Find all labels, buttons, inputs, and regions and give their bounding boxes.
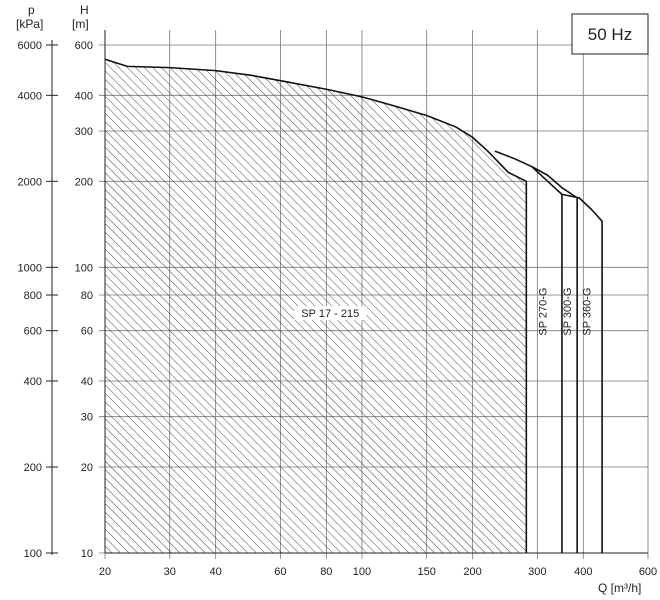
pressure-axis-letter: p [28, 3, 35, 17]
series-curve-1 [494, 150, 563, 553]
head-tick-label: 40 [81, 376, 93, 388]
head-tick-label: 300 [75, 126, 93, 138]
pressure-tick-label: 200 [24, 462, 42, 474]
x-tick-label: 100 [353, 566, 371, 578]
pressure-tick-label: 100 [24, 548, 42, 560]
x-tick-labels: 20 30 40 60 80 100 150 200 300 400 600 [99, 566, 657, 578]
head-tick-label: 80 [81, 290, 93, 302]
head-tick-label: 400 [75, 90, 93, 102]
pressure-tick-label: 400 [24, 376, 42, 388]
pressure-tick-label: 6000 [18, 40, 42, 52]
pressure-tick-labels: 100 200 400 600 800 1000 2000 4000 6000 [18, 40, 58, 560]
x-tick-label: 300 [528, 566, 546, 578]
frequency-badge-box [571, 13, 649, 55]
series-curve-3 [561, 193, 603, 553]
series-label-1: SP 270-G [538, 288, 550, 336]
x-tick-label: 400 [574, 566, 592, 578]
series-labels: SP 17 - 215 SP 270-G SP 300-G SP 360-G [294, 288, 593, 336]
x-tick-label: 600 [639, 566, 657, 578]
head-tick-label: 600 [75, 40, 93, 52]
sp-17-215-label: SP 17 - 215 [301, 308, 359, 320]
x-tick-label: 80 [320, 566, 332, 578]
pressure-tick-label: 4000 [18, 90, 42, 102]
head-axis-letter: H [80, 3, 89, 17]
x-tick-label: 150 [417, 566, 435, 578]
head-tick-label: 10 [81, 548, 93, 560]
head-tick-label: 20 [81, 462, 93, 474]
head-axis-unit: [m] [72, 17, 89, 31]
pressure-tick-label: 600 [24, 326, 42, 338]
x-tick-label: 30 [164, 566, 176, 578]
head-tick-label: 30 [81, 412, 93, 424]
pressure-tick-label: 1000 [18, 262, 42, 274]
head-tick-label: 200 [75, 176, 93, 188]
series-curve-2 [531, 165, 578, 553]
x-tick-label: 20 [99, 566, 111, 578]
pressure-tick-label: 2000 [18, 176, 42, 188]
head-tick-label: 100 [75, 262, 93, 274]
head-tick-labels: 10 20 30 40 60 80 100 200 300 400 600 [75, 40, 93, 560]
series-label-3: SP 360-G [581, 288, 593, 336]
x-axis-title: Q [m³/h] [598, 581, 641, 595]
hatched-region [105, 59, 527, 554]
pressure-tick-label: 800 [24, 290, 42, 302]
model-curves [105, 58, 603, 553]
x-tick-label: 200 [463, 566, 481, 578]
x-tick-label: 40 [210, 566, 222, 578]
frequency-badge: 50 Hz [588, 25, 632, 44]
series-curve-0 [105, 58, 528, 553]
pressure-axis-unit: [kPa] [16, 17, 43, 31]
sp-17-215-label-bg [294, 306, 367, 321]
sp-17-215-hatched-area [105, 59, 527, 554]
x-tick-label: 60 [274, 566, 286, 578]
series-label-2: SP 300-G [562, 288, 574, 336]
head-tick-label: 60 [81, 326, 93, 338]
